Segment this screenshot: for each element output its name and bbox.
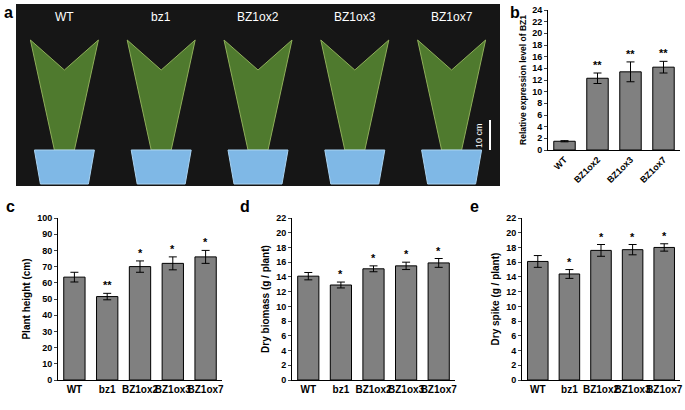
svg-text:14: 14 (506, 272, 516, 282)
svg-text:18: 18 (276, 243, 286, 253)
svg-text:*: * (404, 248, 409, 260)
svg-text:20: 20 (532, 28, 542, 38)
svg-text:0: 0 (47, 375, 52, 385)
svg-text:BZ1ox7: BZ1ox7 (638, 155, 668, 185)
svg-text:bz1: bz1 (151, 10, 171, 24)
svg-text:14: 14 (532, 63, 542, 73)
svg-text:c: c (6, 198, 15, 215)
svg-text:12: 12 (532, 75, 542, 85)
svg-text:**: ** (103, 279, 112, 291)
svg-text:bz1: bz1 (99, 384, 116, 395)
svg-text:12: 12 (276, 287, 286, 297)
svg-text:bz1: bz1 (333, 384, 350, 395)
svg-text:**: ** (593, 59, 602, 71)
svg-text:100: 100 (37, 213, 52, 223)
svg-text:22: 22 (276, 213, 286, 223)
svg-text:10: 10 (42, 359, 52, 369)
svg-text:90: 90 (42, 229, 52, 239)
svg-text:*: * (338, 268, 343, 280)
svg-text:4: 4 (537, 122, 542, 132)
svg-text:20: 20 (276, 228, 286, 238)
svg-text:20: 20 (42, 343, 52, 353)
svg-text:18: 18 (532, 40, 542, 50)
svg-text:12: 12 (506, 287, 516, 297)
svg-text:16: 16 (506, 257, 516, 267)
svg-text:BZ1ox3: BZ1ox3 (605, 155, 635, 185)
svg-text:e: e (470, 198, 479, 215)
svg-text:BZ1ox3: BZ1ox3 (388, 384, 425, 395)
svg-text:40: 40 (42, 310, 52, 320)
svg-text:b: b (510, 4, 520, 21)
svg-text:60: 60 (42, 278, 52, 288)
svg-text:Relative expression level of B: Relative expression level of BZ1 (518, 15, 528, 145)
svg-text:Dry biomass (g / plant): Dry biomass (g / plant) (260, 245, 271, 353)
svg-text:WT: WT (67, 384, 83, 395)
svg-text:2: 2 (511, 360, 516, 370)
svg-text:6: 6 (281, 331, 286, 341)
svg-text:WT: WT (301, 384, 317, 395)
svg-text:*: * (599, 231, 604, 243)
svg-text:*: * (138, 247, 143, 259)
svg-text:BZ1ox7: BZ1ox7 (421, 384, 458, 395)
svg-text:BZ1ox2: BZ1ox2 (572, 155, 602, 185)
svg-text:BZ1ox2: BZ1ox2 (583, 384, 620, 395)
svg-text:Plant height (cm): Plant height (cm) (21, 258, 32, 339)
svg-text:BZ1ox7: BZ1ox7 (188, 384, 225, 395)
svg-text:*: * (203, 236, 208, 248)
svg-text:0: 0 (281, 375, 286, 385)
svg-text:22: 22 (532, 17, 542, 27)
svg-text:10: 10 (506, 302, 516, 312)
svg-text:16: 16 (276, 257, 286, 267)
svg-text:BZ1ox3: BZ1ox3 (334, 10, 376, 24)
svg-text:BZ1ox2: BZ1ox2 (355, 384, 392, 395)
svg-text:8: 8 (511, 316, 516, 326)
svg-text:16: 16 (532, 52, 542, 62)
svg-text:*: * (662, 230, 667, 242)
svg-text:0: 0 (537, 145, 542, 155)
svg-text:30: 30 (42, 327, 52, 337)
svg-text:bz1: bz1 (561, 384, 578, 395)
svg-text:WT: WT (552, 154, 569, 171)
svg-text:2: 2 (281, 360, 286, 370)
svg-text:*: * (630, 231, 635, 243)
svg-text:80: 80 (42, 246, 52, 256)
svg-text:*: * (170, 243, 175, 255)
svg-text:*: * (567, 256, 572, 268)
svg-text:0: 0 (511, 375, 516, 385)
svg-text:a: a (4, 4, 13, 21)
svg-text:WT: WT (530, 384, 546, 395)
svg-text:BZ1ox2: BZ1ox2 (237, 10, 279, 24)
svg-text:Dry spike (g / plant): Dry spike (g / plant) (490, 253, 501, 346)
svg-text:4: 4 (511, 346, 516, 356)
svg-text:70: 70 (42, 262, 52, 272)
svg-text:6: 6 (511, 331, 516, 341)
svg-text:BZ1ox3: BZ1ox3 (615, 384, 652, 395)
svg-text:*: * (436, 245, 441, 257)
svg-text:50: 50 (42, 294, 52, 304)
svg-text:**: ** (659, 47, 668, 59)
svg-text:10 cm: 10 cm (474, 123, 484, 148)
svg-text:**: ** (626, 48, 635, 60)
svg-text:WT: WT (55, 10, 74, 24)
svg-text:d: d (240, 198, 250, 215)
svg-text:BZ1ox7: BZ1ox7 (431, 10, 473, 24)
svg-text:BZ1ox2: BZ1ox2 (122, 384, 159, 395)
svg-text:10: 10 (532, 87, 542, 97)
svg-text:18: 18 (506, 243, 516, 253)
svg-text:*: * (371, 252, 376, 264)
svg-text:10: 10 (276, 302, 286, 312)
svg-text:22: 22 (506, 213, 516, 223)
svg-text:8: 8 (281, 316, 286, 326)
svg-text:14: 14 (276, 272, 286, 282)
svg-text:24: 24 (532, 5, 542, 15)
svg-text:20: 20 (506, 228, 516, 238)
svg-text:BZ1ox3: BZ1ox3 (155, 384, 192, 395)
svg-text:2: 2 (537, 133, 542, 143)
svg-text:BZ1ox7: BZ1ox7 (646, 384, 683, 395)
svg-text:6: 6 (537, 110, 542, 120)
svg-text:8: 8 (537, 98, 542, 108)
svg-text:4: 4 (281, 346, 286, 356)
